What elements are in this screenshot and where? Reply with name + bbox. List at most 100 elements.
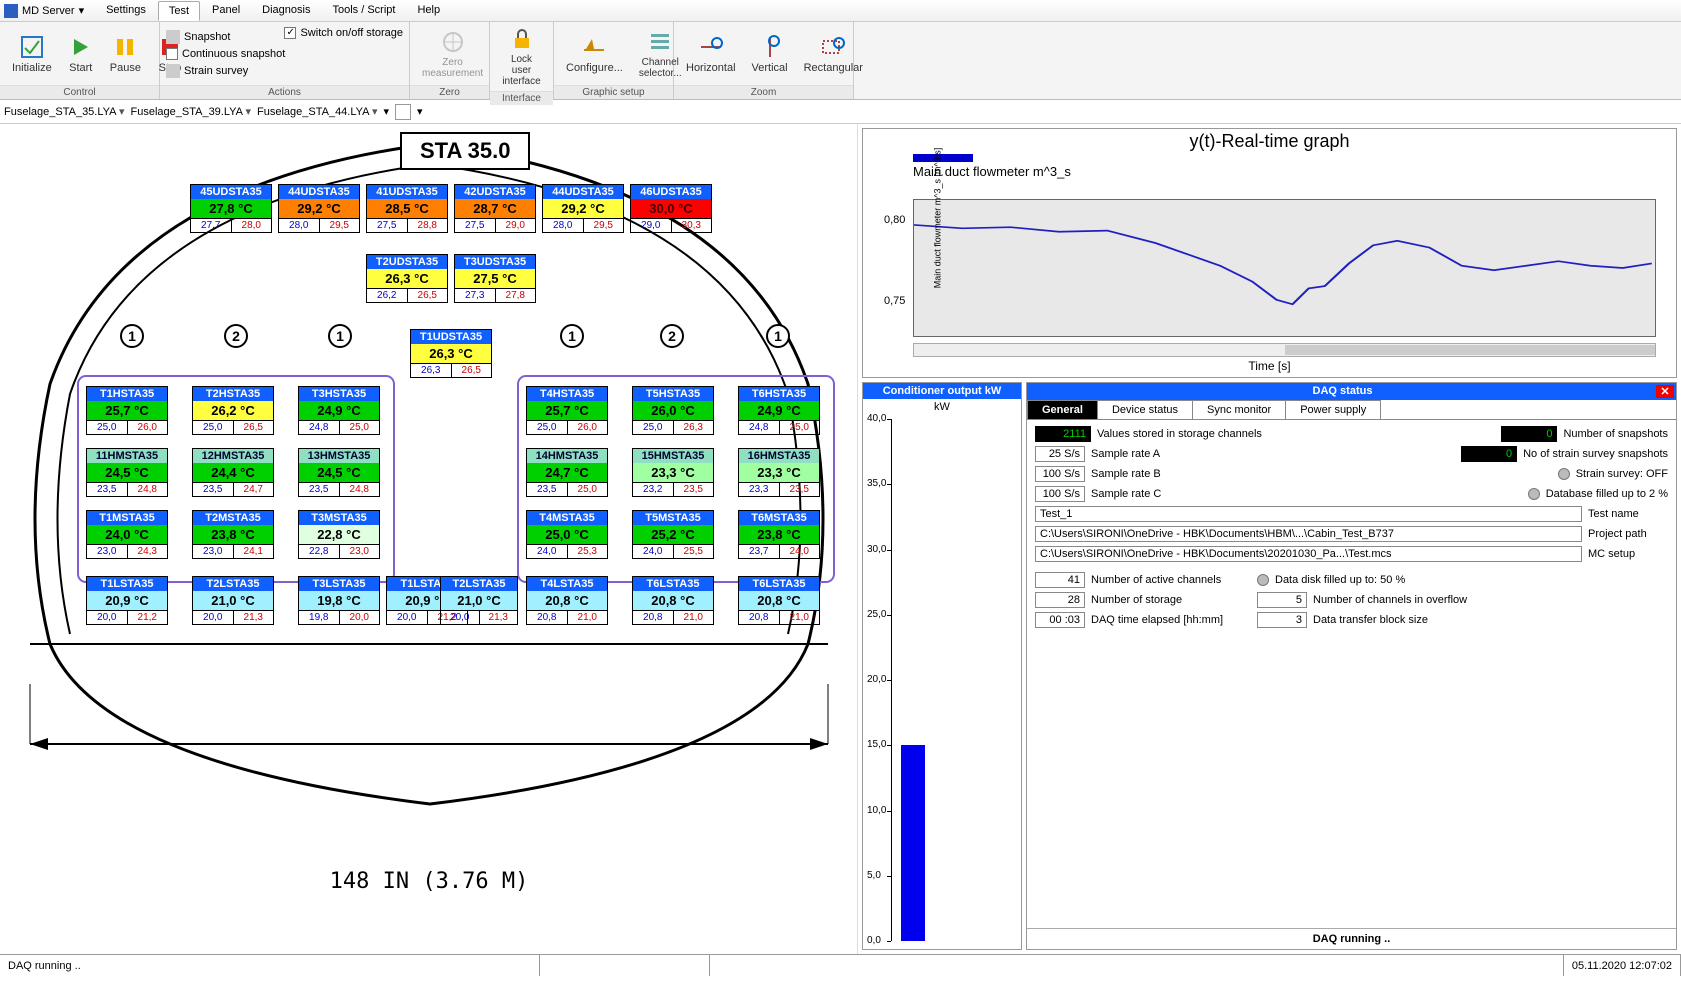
led-icon <box>1528 488 1540 500</box>
sensor-lo: 25,0 <box>193 420 234 434</box>
rate-a-field: 25 S/s <box>1035 446 1085 462</box>
sensor-value: 25,0 °C <box>527 525 607 544</box>
status-bar: DAQ running .. 05.11.2020 12:07:02 <box>0 954 1681 976</box>
strain-survey-action[interactable]: Strain survey <box>166 63 248 79</box>
sensor-tile[interactable]: T2LSTA3521,0 °C20,021,3 <box>440 576 518 625</box>
sensor-tile[interactable]: 11HMSTA3524,5 °C23,524,8 <box>86 448 168 497</box>
sensor-tile[interactable]: T3HSTA3524,9 °C24,825,0 <box>298 386 380 435</box>
app-title-caret[interactable]: ▾ <box>79 4 85 17</box>
doc-tab[interactable]: Fuselage_STA_44.LYA <box>257 105 378 118</box>
close-icon[interactable]: ✕ <box>1656 385 1674 398</box>
sensor-tile[interactable]: T5MSTA3525,2 °C24,025,5 <box>632 510 714 559</box>
dimension-label: 148 IN (3.76 M) <box>0 869 858 894</box>
sensor-hi: 21,3 <box>234 610 274 624</box>
sensor-value: 20,8 °C <box>739 591 819 610</box>
sensor-tile[interactable]: T6LSTA3520,8 °C20,821,0 <box>632 576 714 625</box>
sensor-tile[interactable]: T1UDSTA3526,3 °C26,326,5 <box>410 329 492 378</box>
sensor-value: 29,2 °C <box>279 199 359 218</box>
pause-button[interactable]: Pause <box>104 32 147 76</box>
daq-tab[interactable]: Sync monitor <box>1192 400 1286 419</box>
cond-tick-label: 20,0 <box>867 674 886 685</box>
daq-tab[interactable]: General <box>1027 400 1098 419</box>
sensor-tile[interactable]: 13HMSTA3524,5 °C23,524,8 <box>298 448 380 497</box>
sensor-value: 20,8 °C <box>527 591 607 610</box>
sensor-lo: 24,0 <box>633 544 674 558</box>
continuous-snapshot-check[interactable]: Continuous snapshot <box>166 47 285 61</box>
sensor-tile[interactable]: T6HSTA3524,9 °C24,825,0 <box>738 386 820 435</box>
sensor-hi: 23,0 <box>340 544 380 558</box>
menu-help[interactable]: Help <box>407 1 450 21</box>
zero-measurement-button[interactable]: Zero measurement <box>416 27 489 81</box>
sensor-tile[interactable]: T4LSTA3520,8 °C20,821,0 <box>526 576 608 625</box>
sensor-value: 27,5 °C <box>455 269 535 288</box>
sensor-tile[interactable]: 44UDSTA3529,2 °C28,029,5 <box>278 184 360 233</box>
sensor-tile[interactable]: T1LSTA3520,9 °C20,021,2 <box>86 576 168 625</box>
lock-ui-button[interactable]: Lock user interface <box>496 24 547 89</box>
zoom-vertical-button[interactable]: Vertical <box>746 32 794 76</box>
project-path-field[interactable]: C:\Users\SIRONI\OneDrive - HBK\Documents… <box>1035 526 1582 542</box>
daq-tab[interactable]: Device status <box>1097 400 1193 419</box>
sensor-tile[interactable]: T2UDSTA3526,3 °C26,226,5 <box>366 254 448 303</box>
new-doc-button[interactable] <box>395 104 411 120</box>
sensor-tile[interactable]: 44UDSTA3529,2 °C28,029,5 <box>542 184 624 233</box>
sensor-tile[interactable]: 46UDSTA3530,0 °C29,030,3 <box>630 184 712 233</box>
plot-area[interactable]: 0,800,75162164166168170 <box>913 199 1656 337</box>
mc-setup-field[interactable]: C:\Users\SIRONI\OneDrive - HBK\Documents… <box>1035 546 1582 562</box>
sensor-tile[interactable]: 14HMSTA3524,7 °C23,525,0 <box>526 448 608 497</box>
sensor-lo: 23,7 <box>739 544 780 558</box>
zoom-rectangular-button[interactable]: Rectangular <box>798 32 869 76</box>
menu-tools-script[interactable]: Tools / Script <box>322 1 405 21</box>
sensor-name: 11HMSTA35 <box>87 449 167 463</box>
sensor-tile[interactable]: 16HMSTA3523,3 °C23,323,5 <box>738 448 820 497</box>
menu-test[interactable]: Test <box>158 1 200 21</box>
plot-scrollbar[interactable] <box>913 343 1656 357</box>
menu-diagnosis[interactable]: Diagnosis <box>252 1 320 21</box>
zoom-horizontal-button[interactable]: Horizontal <box>680 32 742 76</box>
doc-tab[interactable]: Fuselage_STA_35.LYA <box>4 105 125 118</box>
values-stored-field: 2111 <box>1035 426 1091 442</box>
sensor-value: 21,0 °C <box>193 591 273 610</box>
sensor-name: T1MSTA35 <box>87 511 167 525</box>
sensor-tile[interactable]: T6LSTA3520,8 °C20,821,0 <box>738 576 820 625</box>
sensor-tile[interactable]: T2MSTA3523,8 °C23,024,1 <box>192 510 274 559</box>
sensor-lo: 23,5 <box>193 482 234 496</box>
sensor-tile[interactable]: 42UDSTA3528,7 °C27,529,0 <box>454 184 536 233</box>
sensor-tile[interactable]: 15HMSTA3523,3 °C23,223,5 <box>632 448 714 497</box>
configure-button[interactable]: Configure... <box>560 32 629 76</box>
menu-settings[interactable]: Settings <box>96 1 156 21</box>
sensor-name: T1HSTA35 <box>87 387 167 401</box>
sensor-name: 46UDSTA35 <box>631 185 711 199</box>
sensor-tile[interactable]: T6MSTA3523,8 °C23,724,0 <box>738 510 820 559</box>
sensor-tile[interactable]: T1MSTA3524,0 °C23,024,3 <box>86 510 168 559</box>
sensor-tile[interactable]: 12HMSTA3524,4 °C23,524,7 <box>192 448 274 497</box>
menu-panel[interactable]: Panel <box>202 1 250 21</box>
initialize-button[interactable]: Initialize <box>6 32 58 76</box>
doc-tab[interactable]: Fuselage_STA_39.LYA <box>131 105 252 118</box>
status-datetime: 05.11.2020 12:07:02 <box>1564 955 1681 976</box>
series-label: Main duct flowmeter m^3_s <box>913 162 1676 181</box>
daq-tab[interactable]: Power supply <box>1285 400 1381 419</box>
snapshot-action[interactable]: Snapshot <box>166 29 230 45</box>
start-button[interactable]: Start <box>62 32 100 76</box>
test-name-field[interactable]: Test_1 <box>1035 506 1582 522</box>
sensor-tile[interactable]: T4MSTA3525,0 °C24,025,3 <box>526 510 608 559</box>
sensor-tile[interactable]: T3LSTA3519,8 °C19,820,0 <box>298 576 380 625</box>
sensor-hi: 28,0 <box>232 218 272 232</box>
sensor-tile[interactable]: T2HSTA3526,2 °C25,026,5 <box>192 386 274 435</box>
sensor-tile[interactable]: T4HSTA3525,7 °C25,026,0 <box>526 386 608 435</box>
sensor-tile[interactable]: T3UDSTA3527,5 °C27,327,8 <box>454 254 536 303</box>
sensor-hi: 24,8 <box>128 482 168 496</box>
switch-storage-check[interactable]: Switch on/off storage <box>284 26 403 40</box>
sensor-value: 26,0 °C <box>633 401 713 420</box>
sensor-tile[interactable]: T5HSTA3526,0 °C25,026,3 <box>632 386 714 435</box>
sensor-tile[interactable]: 45UDSTA3527,8 °C27,728,0 <box>190 184 272 233</box>
sensor-value: 23,3 °C <box>633 463 713 482</box>
sensor-name: T5MSTA35 <box>633 511 713 525</box>
conditioner-bar <box>901 745 925 941</box>
sensor-tile[interactable]: T3MSTA3522,8 °C22,823,0 <box>298 510 380 559</box>
sensor-name: T1LSTA35 <box>87 577 167 591</box>
sensor-tile[interactable]: T1HSTA3525,7 °C25,026,0 <box>86 386 168 435</box>
sensor-name: T3HSTA35 <box>299 387 379 401</box>
sensor-tile[interactable]: 41UDSTA3528,5 °C27,528,8 <box>366 184 448 233</box>
sensor-tile[interactable]: T2LSTA3521,0 °C20,021,3 <box>192 576 274 625</box>
